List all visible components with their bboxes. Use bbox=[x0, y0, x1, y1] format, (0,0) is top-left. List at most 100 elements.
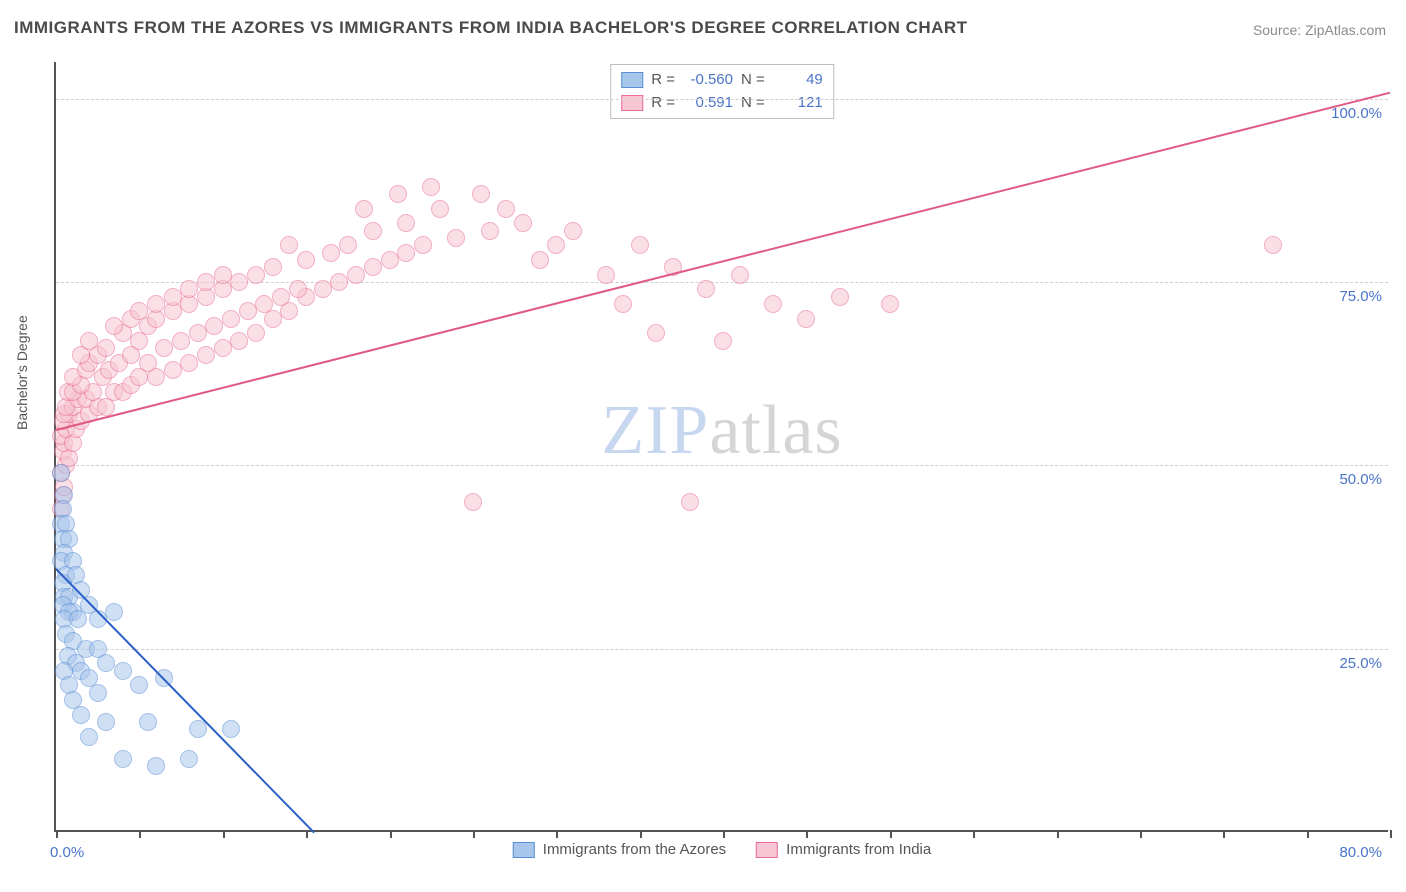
data-point-india bbox=[614, 295, 632, 313]
source-name: ZipAtlas.com bbox=[1305, 22, 1386, 38]
x-tick bbox=[723, 830, 725, 838]
y-tick-label: 100.0% bbox=[1331, 105, 1382, 122]
data-point-india bbox=[364, 222, 382, 240]
data-point-india bbox=[497, 200, 515, 218]
legend-item-india: Immigrants from India bbox=[756, 841, 931, 858]
x-tick bbox=[973, 830, 975, 838]
data-point-india bbox=[180, 354, 198, 372]
data-point-india bbox=[647, 324, 665, 342]
legend-label-azores: Immigrants from the Azores bbox=[543, 841, 726, 858]
x-tick bbox=[640, 830, 642, 838]
data-point-india bbox=[714, 332, 732, 350]
data-point-india bbox=[80, 332, 98, 350]
data-point-india bbox=[222, 310, 240, 328]
data-point-india bbox=[147, 295, 165, 313]
x-tick bbox=[1057, 830, 1059, 838]
data-point-azores bbox=[189, 720, 207, 738]
x-tick bbox=[1223, 830, 1225, 838]
data-point-india bbox=[130, 302, 148, 320]
data-point-india bbox=[230, 273, 248, 291]
data-point-india bbox=[255, 295, 273, 313]
data-point-azores bbox=[114, 750, 132, 768]
gridline bbox=[56, 649, 1388, 650]
data-point-india bbox=[297, 251, 315, 269]
data-point-india bbox=[339, 236, 357, 254]
data-point-india bbox=[322, 244, 340, 262]
data-point-azores bbox=[97, 713, 115, 731]
swatch-india bbox=[621, 95, 643, 111]
n-label: N = bbox=[741, 92, 765, 115]
data-point-india bbox=[472, 185, 490, 203]
data-point-india bbox=[547, 236, 565, 254]
bottom-legend: Immigrants from the Azores Immigrants fr… bbox=[513, 841, 931, 858]
data-point-india bbox=[631, 236, 649, 254]
x-tick bbox=[306, 830, 308, 838]
data-point-india bbox=[180, 280, 198, 298]
data-point-india bbox=[164, 288, 182, 306]
data-point-india bbox=[531, 251, 549, 269]
legend-item-azores: Immigrants from the Azores bbox=[513, 841, 726, 858]
y-tick-label: 50.0% bbox=[1339, 471, 1382, 488]
legend-label-india: Immigrants from India bbox=[786, 841, 931, 858]
r-label: R = bbox=[651, 92, 675, 115]
data-point-india bbox=[189, 324, 207, 342]
data-point-azores bbox=[97, 654, 115, 672]
data-point-india bbox=[214, 266, 232, 284]
data-point-india bbox=[481, 222, 499, 240]
data-point-india bbox=[1264, 236, 1282, 254]
x-tick bbox=[139, 830, 141, 838]
gridline bbox=[56, 465, 1388, 466]
x-tick bbox=[556, 830, 558, 838]
data-point-india bbox=[731, 266, 749, 284]
data-point-india bbox=[105, 317, 123, 335]
data-point-india bbox=[97, 339, 115, 357]
r-value-azores: -0.560 bbox=[683, 69, 733, 92]
data-point-india bbox=[205, 317, 223, 335]
r-label: R = bbox=[651, 69, 675, 92]
swatch-azores bbox=[621, 72, 643, 88]
gridline bbox=[56, 99, 1388, 100]
data-point-india bbox=[330, 273, 348, 291]
data-point-azores bbox=[69, 610, 87, 628]
data-point-india bbox=[172, 332, 190, 350]
data-point-azores bbox=[52, 464, 70, 482]
data-point-india bbox=[797, 310, 815, 328]
x-tick bbox=[806, 830, 808, 838]
data-point-india bbox=[831, 288, 849, 306]
data-point-india bbox=[431, 200, 449, 218]
data-point-india bbox=[397, 214, 415, 232]
data-point-india bbox=[355, 200, 373, 218]
data-point-india bbox=[289, 280, 307, 298]
data-point-azores bbox=[180, 750, 198, 768]
data-point-india bbox=[155, 339, 173, 357]
data-point-india bbox=[280, 236, 298, 254]
data-point-india bbox=[247, 324, 265, 342]
data-point-india bbox=[881, 295, 899, 313]
data-point-india bbox=[247, 266, 265, 284]
data-point-azores bbox=[222, 720, 240, 738]
data-point-india bbox=[197, 346, 215, 364]
data-point-india bbox=[139, 354, 157, 372]
data-point-azores bbox=[89, 684, 107, 702]
source-attribution: Source: ZipAtlas.com bbox=[1253, 22, 1386, 38]
data-point-india bbox=[597, 266, 615, 284]
data-point-india bbox=[414, 236, 432, 254]
data-point-india bbox=[364, 258, 382, 276]
x-tick bbox=[1390, 830, 1392, 838]
data-point-india bbox=[764, 295, 782, 313]
data-point-india bbox=[464, 493, 482, 511]
n-label: N = bbox=[741, 69, 765, 92]
data-point-india bbox=[214, 339, 232, 357]
swatch-azores-bottom bbox=[513, 842, 535, 858]
data-point-india bbox=[381, 251, 399, 269]
data-point-azores bbox=[147, 757, 165, 775]
regression-line-india bbox=[56, 91, 1390, 430]
stats-legend-box: R = -0.560 N = 49 R = 0.591 N = 121 bbox=[610, 64, 834, 119]
x-tick bbox=[223, 830, 225, 838]
data-point-azores bbox=[114, 662, 132, 680]
x-tick bbox=[56, 830, 58, 838]
data-point-india bbox=[314, 280, 332, 298]
stats-row-india: R = 0.591 N = 121 bbox=[621, 92, 823, 115]
source-label: Source: bbox=[1253, 22, 1301, 38]
watermark-atlas: atlas bbox=[709, 392, 842, 469]
